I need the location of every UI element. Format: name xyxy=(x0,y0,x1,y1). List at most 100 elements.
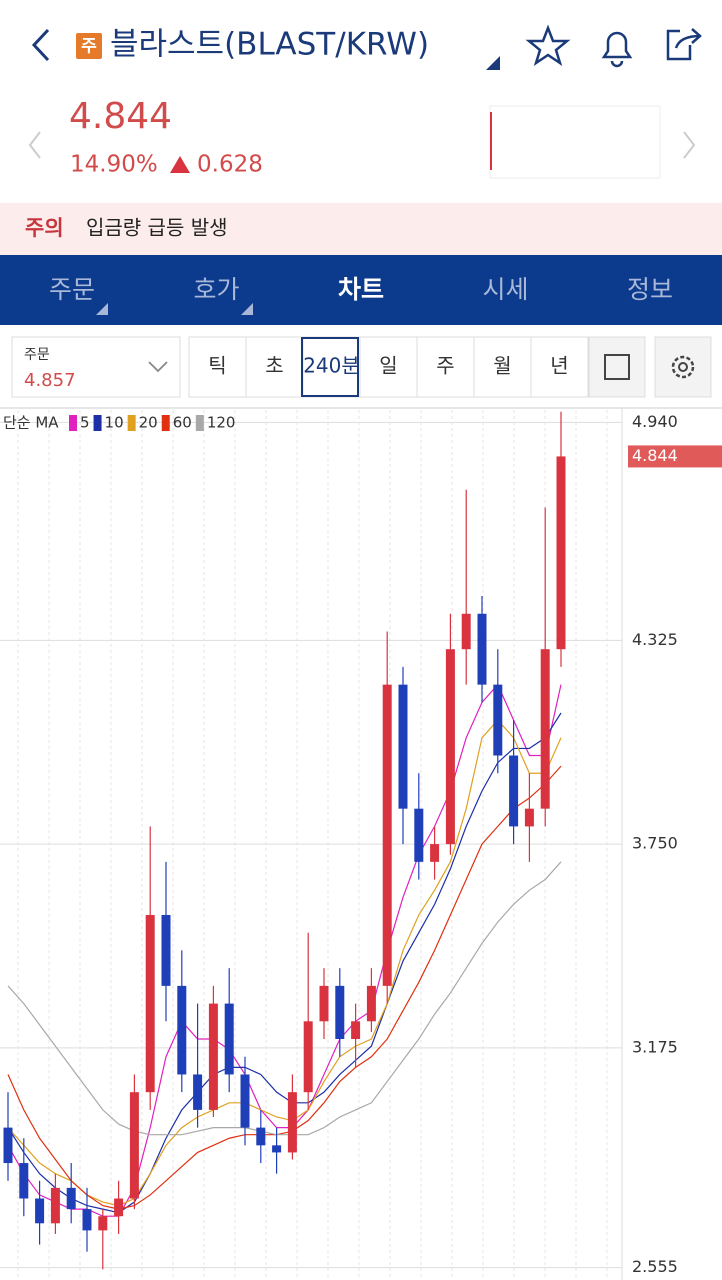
order-label: 주문 xyxy=(24,347,50,363)
candle-body xyxy=(524,808,534,827)
ma-line xyxy=(7,861,562,1136)
y-tick-label: 3.175 xyxy=(632,1037,678,1056)
badge xyxy=(76,33,102,59)
candle-body xyxy=(398,684,408,809)
tab[interactable]: 차트 xyxy=(338,275,384,304)
candle-body xyxy=(335,985,345,1040)
back-button[interactable] xyxy=(31,28,50,62)
tab[interactable]: 호가 xyxy=(193,275,239,304)
candle-body xyxy=(66,1187,76,1210)
ma-line xyxy=(7,719,562,1207)
candle-body xyxy=(208,1003,218,1110)
draw-button[interactable] xyxy=(588,336,646,398)
order-chevron xyxy=(148,361,168,373)
candle-body xyxy=(256,1127,266,1146)
change-pct: 14.90% xyxy=(70,152,158,178)
candle-body xyxy=(414,808,424,862)
candle-body xyxy=(493,684,503,756)
notice-text: 입금량 급등 발생 xyxy=(86,216,228,240)
candle-body xyxy=(145,914,155,1093)
candle-body xyxy=(556,456,566,650)
price: 4.844 xyxy=(69,96,172,137)
candle-body xyxy=(3,1127,13,1164)
candle-body xyxy=(82,1209,92,1231)
candle-body xyxy=(193,1074,203,1110)
candle-body xyxy=(477,613,487,685)
candle-body xyxy=(177,985,187,1075)
share-icon[interactable] xyxy=(666,28,702,61)
candle-body xyxy=(319,985,329,1022)
draw-icon xyxy=(604,354,630,380)
tab-bar xyxy=(0,255,722,325)
period-label: 틱 xyxy=(208,354,226,378)
legend-swatch xyxy=(69,415,77,431)
badge-text: 주 xyxy=(81,37,97,57)
tab[interactable]: 주문 xyxy=(49,275,95,304)
candle-body xyxy=(366,985,376,1022)
order-value: 4.857 xyxy=(24,370,76,391)
legend-swatch xyxy=(195,415,204,431)
period-label: 주 xyxy=(436,354,454,378)
period-label: 240분 xyxy=(303,354,360,378)
candle-body xyxy=(224,1003,234,1075)
candle-body xyxy=(540,649,550,809)
candle-body xyxy=(19,1163,29,1199)
tab[interactable]: 정보 xyxy=(627,275,673,304)
period-label: 년 xyxy=(550,354,568,378)
ma-line xyxy=(7,765,562,1210)
candle-body xyxy=(351,1021,361,1040)
legend-entry: 120 xyxy=(207,414,236,432)
period-button[interactable] xyxy=(530,336,589,398)
period-button[interactable] xyxy=(302,336,361,398)
candle-body xyxy=(445,649,455,845)
last-price-tag xyxy=(628,445,722,468)
up-triangle xyxy=(170,156,190,173)
legend-swatch xyxy=(161,415,170,431)
ma-line xyxy=(7,683,562,1217)
candle-body xyxy=(240,1074,250,1128)
y-tick-label: 4.325 xyxy=(632,630,678,649)
legend-label: 단순 MA xyxy=(3,414,59,432)
period-active xyxy=(301,337,359,397)
notice-bar xyxy=(0,203,722,255)
legend-swatch xyxy=(93,415,102,431)
mini-chart xyxy=(489,105,661,179)
candle-body xyxy=(382,684,392,986)
candle-body xyxy=(272,1145,282,1153)
legend-entry: 5 xyxy=(80,414,90,432)
notice-label: 주의 xyxy=(25,216,64,240)
candle-body xyxy=(98,1216,108,1231)
dropdown-mark xyxy=(486,56,500,70)
ma-line xyxy=(7,712,562,1214)
alert-icon[interactable] xyxy=(601,31,633,68)
order-box[interactable] xyxy=(11,336,181,398)
legend-swatch xyxy=(127,415,136,431)
tab[interactable]: 시세 xyxy=(482,275,528,304)
period-label: 월 xyxy=(493,354,511,378)
candle-body xyxy=(114,1198,124,1217)
legend-entry: 20 xyxy=(139,414,158,432)
candle-body xyxy=(35,1198,45,1224)
period-button[interactable] xyxy=(473,336,532,398)
change: 0.628 xyxy=(197,152,263,178)
candle-body xyxy=(509,755,519,827)
prev-button[interactable] xyxy=(28,131,41,159)
candle-body xyxy=(129,1092,139,1199)
y-tick-label: 2.555 xyxy=(632,1257,678,1276)
favorite-icon[interactable] xyxy=(525,24,571,66)
settings-icon-core xyxy=(678,362,688,372)
candle-body xyxy=(303,1021,313,1093)
settings-button[interactable] xyxy=(654,336,712,398)
legend-entry: 10 xyxy=(105,414,124,432)
period-label: 일 xyxy=(379,354,397,378)
candle-body xyxy=(461,613,471,650)
legend-entry: 60 xyxy=(173,414,192,432)
candle-body xyxy=(161,914,171,986)
settings-icon xyxy=(671,355,695,379)
coin-title[interactable]: 블라스트(BLAST/KRW) xyxy=(110,27,429,63)
y-tick-label: 4.940 xyxy=(632,412,678,431)
candle-body xyxy=(50,1187,60,1224)
next-button[interactable] xyxy=(683,131,696,159)
